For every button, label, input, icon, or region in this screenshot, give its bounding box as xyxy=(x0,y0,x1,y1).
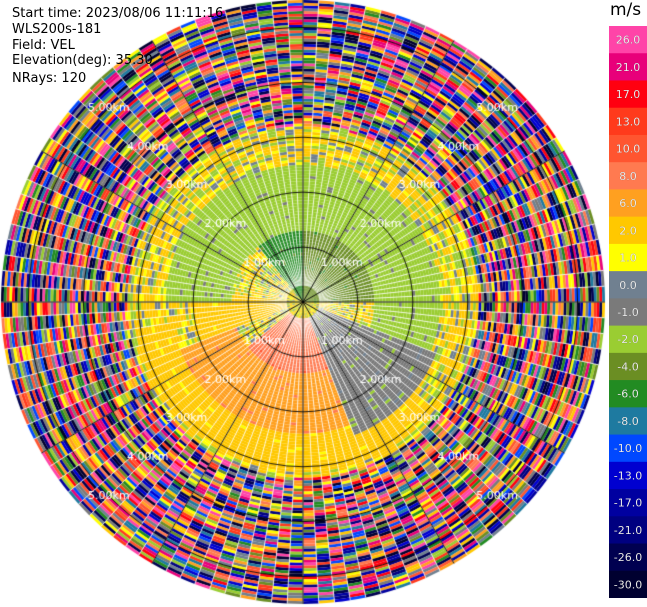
colorbar-segment xyxy=(609,243,647,272)
colorbar-tick-label: 1.0 xyxy=(619,252,637,265)
colorbar-tick-label: 0.0 xyxy=(619,279,637,292)
colorbar-segment xyxy=(609,189,647,218)
colorbar-tick-label: 21.0 xyxy=(616,61,641,74)
colorbar-unit-label: m/s xyxy=(610,0,642,20)
colorbar-tick-label: 26.0 xyxy=(616,34,641,47)
colorbar-tick-label: -1.0 xyxy=(617,306,638,319)
colorbar: 26.0 21.0 17.0 13.0 10.0 8.0 6.0 2.0 1.0 0.0 -1.0 -… xyxy=(609,26,647,598)
colorbar-segment xyxy=(609,325,647,354)
colorbar-tick-label: 6.0 xyxy=(619,197,637,210)
colorbar-tick-label: -4.0 xyxy=(617,360,638,373)
colorbar-tick-label: -2.0 xyxy=(617,333,638,346)
colorbar-tick-label: -17.0 xyxy=(614,497,642,510)
colorbar-tick-label: 2.0 xyxy=(619,224,637,237)
colorbar-segment xyxy=(609,543,647,572)
instrument-label: WLS200s-181 xyxy=(12,22,102,37)
colorbar-segment xyxy=(609,298,647,327)
colorbar-tick-label: -8.0 xyxy=(617,415,638,428)
nrays-label: NRays: 120 xyxy=(12,71,87,86)
colorbar-segment xyxy=(609,26,647,54)
colorbar-segment xyxy=(609,434,647,463)
colorbar-tick-label: -6.0 xyxy=(617,388,638,401)
colorbar-tick-label: -13.0 xyxy=(614,469,642,482)
colorbar-segment xyxy=(609,516,647,545)
colorbar-tick-label: 8.0 xyxy=(619,170,637,183)
colorbar-tick-label: 17.0 xyxy=(616,88,641,101)
elevation-label: Elevation(deg): 35.30 xyxy=(12,53,153,68)
colorbar-tick-label: -30.0 xyxy=(614,578,642,591)
colorbar-segment xyxy=(609,134,647,163)
colorbar-segment xyxy=(609,53,647,81)
colorbar-segment xyxy=(609,80,647,109)
colorbar-segment xyxy=(609,407,647,436)
colorbar-segment xyxy=(609,352,647,381)
colorbar-segment xyxy=(609,461,647,490)
start-time-label: Start time: 2023/08/06 11:11:16 xyxy=(12,6,224,21)
colorbar-segment xyxy=(609,489,647,517)
colorbar-tick-label: -10.0 xyxy=(614,442,642,455)
colorbar-tick-label: 10.0 xyxy=(616,143,641,156)
colorbar-segment xyxy=(609,570,647,598)
colorbar-tick-label: 13.0 xyxy=(616,115,641,128)
colorbar-tick-label: -26.0 xyxy=(614,551,642,564)
colorbar-segment xyxy=(609,216,647,245)
colorbar-segment xyxy=(609,162,647,190)
colorbar-segment xyxy=(609,380,647,408)
colorbar-tick-label: -21.0 xyxy=(614,524,642,537)
colorbar-segment xyxy=(609,271,647,299)
colorbar-segment xyxy=(609,107,647,136)
field-label: Field: VEL xyxy=(12,38,75,53)
